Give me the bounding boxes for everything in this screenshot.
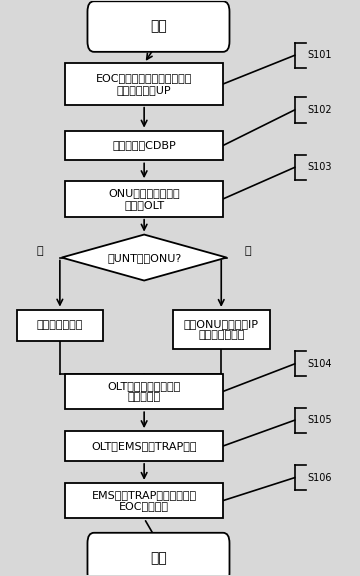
Text: ONU按格式修改报文
转发给OLT: ONU按格式修改报文 转发给OLT xyxy=(108,188,180,210)
Text: S104: S104 xyxy=(307,359,332,369)
Text: S105: S105 xyxy=(307,415,332,425)
Text: S106: S106 xyxy=(307,473,332,483)
Text: 开始: 开始 xyxy=(150,20,167,33)
Bar xyxy=(173,310,270,349)
Bar xyxy=(65,431,223,461)
Text: 否: 否 xyxy=(245,245,251,256)
Bar xyxy=(65,181,223,217)
Bar xyxy=(65,374,223,409)
Bar xyxy=(17,309,103,341)
Text: 直接转发广播包: 直接转发广播包 xyxy=(37,320,83,331)
Text: EMS收到TRAP事件后，修改
EOC设备状态: EMS收到TRAP事件后，修改 EOC设备状态 xyxy=(91,490,197,511)
Text: S103: S103 xyxy=(307,162,332,172)
Text: 单UNT端口ONU?: 单UNT端口ONU? xyxy=(107,252,181,263)
Text: 增加ONU端口号、IP
地址转发广播包: 增加ONU端口号、IP 地址转发广播包 xyxy=(184,319,259,340)
Bar xyxy=(65,483,223,518)
Polygon shape xyxy=(62,234,226,281)
Text: EOC上电、复位、软件重启、
上联端口重新UP: EOC上电、复位、软件重启、 上联端口重新UP xyxy=(96,73,192,95)
Text: OLT向EMS发送TRAP事件: OLT向EMS发送TRAP事件 xyxy=(91,441,197,451)
FancyBboxPatch shape xyxy=(87,1,229,52)
Bar xyxy=(65,131,223,161)
Text: S102: S102 xyxy=(307,105,332,115)
Text: OLT收到广播包，更新
互通管理项: OLT收到广播包，更新 互通管理项 xyxy=(108,381,181,402)
Text: S101: S101 xyxy=(307,50,332,60)
Text: 发送广播包CDBP: 发送广播包CDBP xyxy=(112,141,176,150)
Text: 结束: 结束 xyxy=(150,551,167,565)
FancyBboxPatch shape xyxy=(87,533,229,576)
Text: 是: 是 xyxy=(37,245,44,256)
Bar xyxy=(65,63,223,105)
